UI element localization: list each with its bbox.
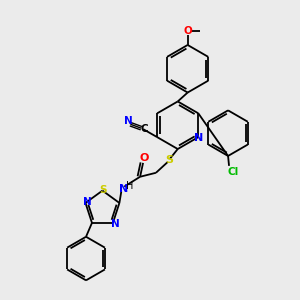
Text: O: O [140, 153, 149, 163]
Text: H: H [127, 181, 134, 191]
Text: S: S [165, 155, 173, 165]
Text: N: N [194, 133, 203, 143]
Text: Cl: Cl [227, 167, 239, 177]
Text: S: S [100, 184, 107, 195]
Text: N: N [83, 197, 92, 207]
Text: C: C [140, 124, 148, 134]
Text: N: N [118, 184, 128, 194]
Text: N: N [110, 219, 119, 229]
Text: N: N [124, 116, 133, 126]
Text: O: O [183, 26, 192, 36]
